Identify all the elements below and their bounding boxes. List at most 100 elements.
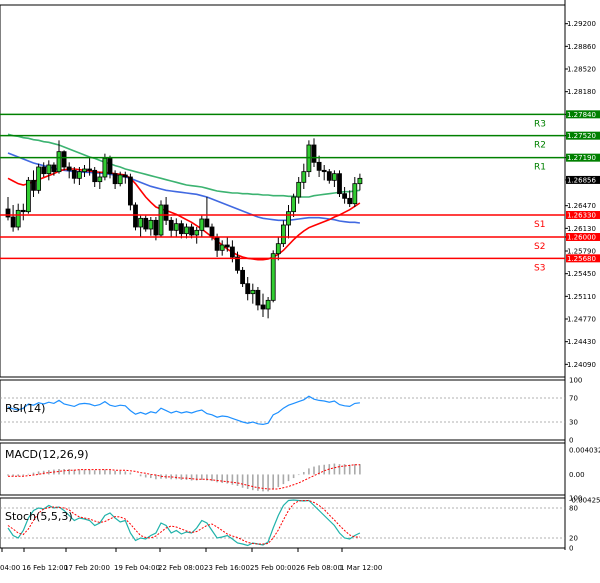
moving-average-line	[7, 152, 361, 224]
level-price-tag	[566, 211, 600, 219]
price-tick-label: 1.24770	[567, 316, 596, 324]
stoch-tick-label: 100	[569, 495, 582, 503]
moving-average-line	[7, 168, 361, 261]
level-price-tag	[566, 233, 600, 241]
price-tick-label: 1.25450	[567, 270, 596, 278]
bullish-candle	[184, 226, 189, 235]
date-tick-label: 22 Feb 08:00	[158, 564, 204, 572]
date-tick-label: 16 Feb 12:00	[22, 564, 68, 572]
price-tick-label: 1.25790	[567, 248, 596, 256]
level-name-s2: S2	[534, 242, 545, 252]
price-tick-label: 1.28180	[567, 88, 596, 96]
bearish-candle	[189, 226, 195, 236]
bearish-candle	[214, 236, 220, 251]
level-price-tag-text: 1.27190	[567, 154, 596, 162]
bullish-candle	[357, 177, 363, 185]
bullish-candle	[97, 176, 103, 183]
bearish-candle	[107, 157, 113, 175]
bullish-candle	[77, 171, 82, 179]
level-price-tag-text: 1.26000	[567, 234, 596, 242]
stoch-d-line	[7, 500, 360, 545]
price-tick-label: 1.26130	[567, 225, 596, 233]
bearish-candle	[41, 166, 47, 175]
stoch-tick-label: 20	[569, 535, 578, 543]
macd-tick-label: -0.004258	[569, 497, 600, 505]
bullish-candle	[15, 209, 21, 228]
level-price-tag	[566, 153, 600, 162]
bullish-candle	[148, 219, 154, 230]
bullish-candle	[36, 166, 41, 191]
bearish-candle	[209, 226, 215, 238]
last-price-tag	[566, 175, 600, 184]
bullish-candle	[301, 171, 307, 183]
price-tick-label: 1.25110	[567, 293, 596, 301]
stoch-tick-label: 80	[569, 505, 578, 513]
bearish-candle	[61, 151, 67, 168]
level-price-tag	[566, 254, 600, 263]
bearish-candle	[311, 144, 317, 163]
bullish-candle	[296, 181, 302, 198]
stoch-tick-label: 0	[569, 545, 573, 553]
bearish-candle	[321, 169, 327, 173]
bullish-candle	[331, 173, 337, 181]
rsi-line	[7, 395, 360, 426]
macd-title: MACD(12,26,9)	[5, 448, 89, 461]
bearish-candle	[245, 283, 251, 295]
date-tick-label: 1 Mar 12:00	[340, 564, 382, 572]
bearish-candle	[112, 173, 118, 185]
rsi-tick-label: 0	[569, 437, 573, 445]
bullish-candle	[46, 164, 52, 175]
level-name-r3: R3	[534, 119, 546, 129]
date-tick-label: 17 Feb 20:00	[64, 564, 110, 572]
bearish-candle	[260, 304, 266, 310]
stoch-pane-frame	[0, 497, 566, 549]
price-tick-label: 1.24090	[567, 361, 596, 369]
bullish-candle	[250, 289, 256, 295]
bearish-candle	[153, 219, 159, 236]
bullish-candle	[265, 299, 271, 310]
bullish-candle	[199, 218, 205, 231]
price-tick-label: 1.24430	[567, 338, 596, 346]
price-tick-label: 1.26470	[567, 202, 596, 210]
bullish-candle	[173, 223, 179, 231]
bearish-candle	[224, 244, 230, 248]
bearish-candle	[71, 169, 77, 179]
stoch-title: Stoch(5,5,3)	[5, 510, 73, 523]
bullish-candle	[275, 243, 281, 255]
level-name-s3: S3	[534, 263, 545, 273]
date-tick-label: 25 Feb 00:00	[250, 564, 296, 572]
level-name-r2: R2	[534, 141, 546, 151]
rsi-tick-label: 30	[569, 419, 578, 427]
date-tick-label: 26 Feb 08:00	[296, 564, 342, 572]
bullish-candle	[270, 253, 276, 301]
rsi-tick-label: 100	[569, 377, 582, 385]
bearish-candle	[127, 176, 133, 206]
bearish-candle	[10, 216, 16, 228]
bearish-candle	[143, 217, 149, 230]
time-axis-band	[0, 551, 600, 579]
bearish-candle	[66, 166, 72, 171]
bullish-candle	[102, 157, 108, 178]
bearish-candle	[163, 204, 169, 221]
bearish-candle	[122, 174, 128, 178]
level-name-r1: R1	[534, 163, 546, 173]
bearish-candle	[229, 246, 235, 258]
bearish-candle	[92, 169, 98, 183]
bullish-candle	[25, 179, 31, 213]
bearish-candle	[20, 209, 26, 213]
price-tick-label: 1.28860	[567, 43, 596, 51]
bearish-candle	[235, 256, 240, 271]
level-price-tag-text: 1.27520	[567, 132, 596, 140]
bullish-candle	[280, 224, 286, 245]
date-tick-label: 23 Feb 16:00	[204, 564, 250, 572]
level-price-tag-text: 1.25680	[567, 255, 596, 263]
bearish-candle	[133, 204, 138, 228]
level-name-s1: S1	[534, 220, 545, 230]
bullish-candle	[291, 196, 297, 213]
bearish-candle	[31, 179, 36, 191]
bearish-candle	[5, 208, 11, 218]
rsi-pane-frame	[0, 379, 566, 441]
bearish-candle	[51, 164, 57, 173]
macd-pane-frame	[0, 442, 566, 496]
